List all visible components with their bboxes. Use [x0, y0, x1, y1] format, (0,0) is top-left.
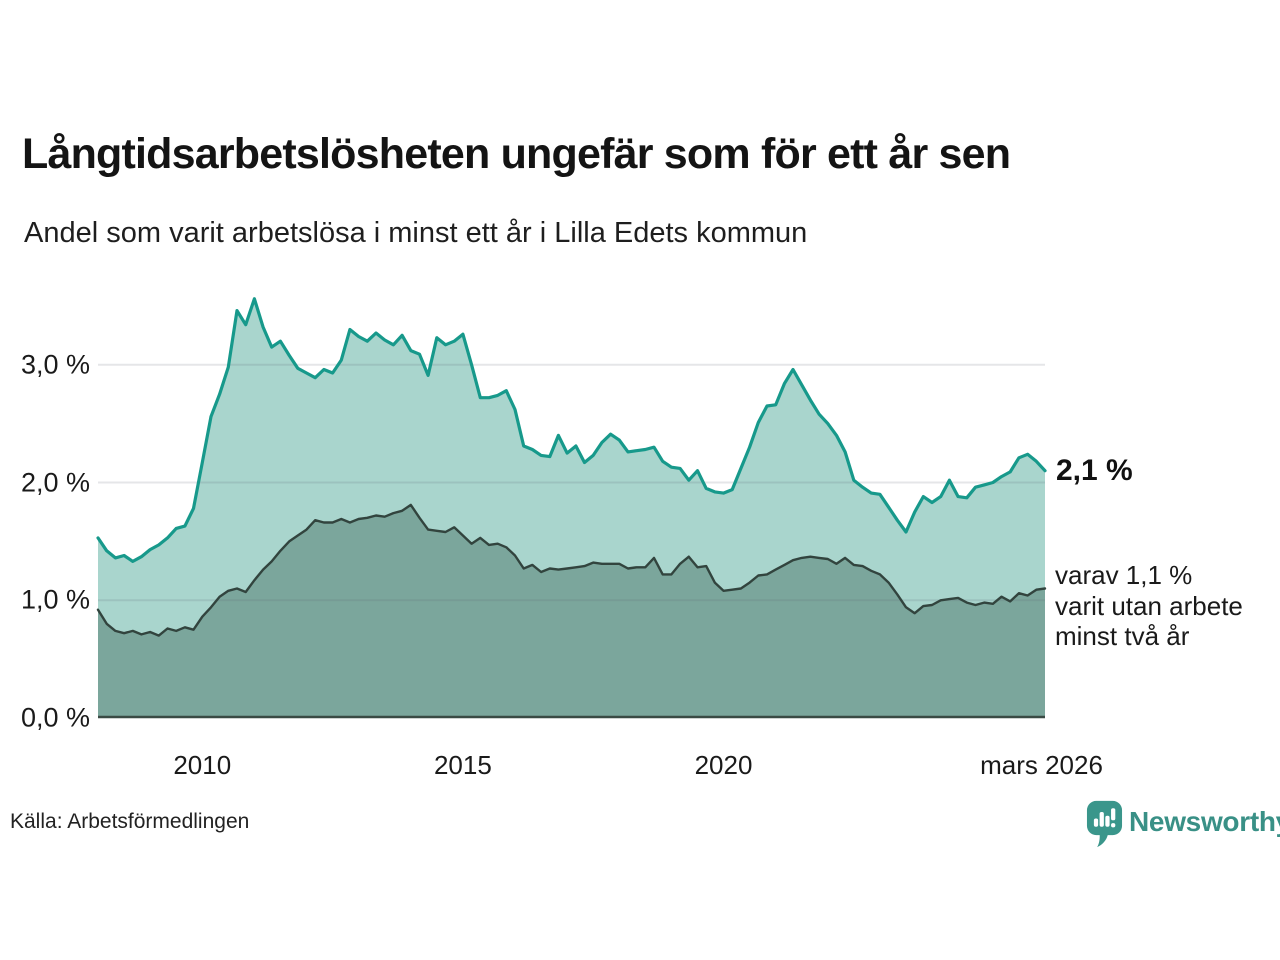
y-axis-label: 3,0 % [20, 349, 90, 380]
page-title: Långtidsarbetslösheten ungefär som för e… [22, 130, 1011, 178]
newsworthy-logo: Newsworthy [1086, 800, 1280, 848]
page-subtitle: Andel som varit arbetslösa i minst ett å… [24, 217, 808, 249]
y-axis-label: 2,0 % [20, 467, 90, 498]
series-line-1 [96, 503, 1047, 637]
secondary-series-label-line: varit utan arbete [1055, 590, 1243, 621]
last-value-label: 2,1 % [1056, 453, 1133, 487]
source-attribution: Källa: Arbetsförmedlingen [10, 810, 250, 833]
x-axis-label: 2020 [694, 750, 753, 780]
secondary-series-label: varav 1,1 % varit utan arbete minst två … [1055, 560, 1243, 651]
secondary-series-label-line: minst två år [1055, 621, 1190, 652]
y-axis-label: 0,0 % [20, 702, 90, 733]
x-axis-label: 2015 [433, 750, 492, 780]
series-line-0 [96, 297, 1047, 563]
x-axis-label: mars 2026 [980, 750, 1103, 780]
newsworthy-logo-icon [1086, 800, 1123, 848]
x-axis-label: 2010 [173, 750, 232, 780]
secondary-series-label-line: varav 1,1 % [1055, 560, 1193, 591]
newsworthy-wordmark: Newsworthy [1129, 806, 1280, 837]
y-axis-label: 1,0 % [20, 584, 90, 615]
